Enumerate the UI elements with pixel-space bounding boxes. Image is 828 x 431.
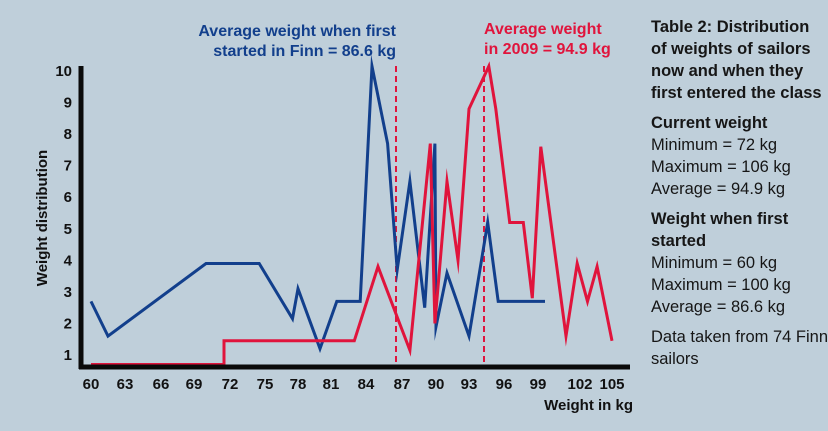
annotations: Average weight when first started in Finn… — [198, 21, 610, 60]
started-max: Maximum = 100 kg — [651, 276, 791, 294]
y-tick-label: 10 — [55, 63, 72, 80]
x-tick-label: 84 — [358, 376, 375, 393]
x-tick-label: 69 — [186, 376, 203, 393]
y-tick-label: 7 — [64, 158, 72, 175]
current-weight-heading: Current weight — [651, 114, 768, 132]
x-tick-label: 87 — [394, 376, 411, 393]
series-line-first-started — [89, 54, 545, 354]
current-min: Minimum = 72 kg — [651, 136, 778, 154]
started-avg: Average = 86.6 kg — [651, 298, 786, 316]
annotation-first-started: started in Finn = 86.6 kg — [213, 43, 396, 60]
started-weight-section: Weight when first started Minimum = 60 k… — [651, 208, 828, 318]
x-tick-label: 63 — [117, 376, 134, 393]
y-tick-label: 1 — [64, 347, 72, 364]
info-panel: Table 2: Distribution of weights of sail… — [651, 16, 828, 370]
current-max: Maximum = 106 kg — [651, 158, 791, 176]
x-tick-label: 66 — [153, 376, 170, 393]
y-tick-label: 6 — [64, 189, 72, 206]
y-tick-label: 8 — [64, 126, 72, 143]
x-tick-label: 72 — [222, 376, 239, 393]
series-line-current — [91, 61, 614, 366]
series-lines — [89, 54, 614, 366]
data-source-note: Data taken from 74 Finn sailors — [651, 328, 828, 368]
x-tick-label: 81 — [323, 376, 340, 393]
x-tick-label: 75 — [257, 376, 274, 393]
annotation-current: in 2009 = 94.9 kg — [484, 41, 611, 58]
current-weight-section: Current weight Minimum = 72 kg Maximum =… — [651, 112, 828, 200]
x-tick-label: 102 — [567, 376, 592, 393]
x-tick-label: 93 — [461, 376, 478, 393]
annotation-current: Average weight — [484, 21, 602, 38]
y-tick-label: 9 — [64, 95, 72, 112]
y-tick-label: 3 — [64, 284, 72, 301]
annotation-first-started: Average weight when first — [198, 23, 396, 40]
x-tick-labels: 60 63 66 69 72 75 78 81 84 87 90 93 96 99 102 105 — [83, 376, 625, 393]
y-axis-title: Weight distribution — [34, 150, 51, 286]
current-avg: Average = 94.9 kg — [651, 180, 786, 198]
x-axis-title: Weight in kg — [544, 397, 633, 414]
x-tick-label: 99 — [530, 376, 547, 393]
x-tick-label: 78 — [290, 376, 307, 393]
y-tick-labels: 1 2 3 4 5 6 7 8 9 10 — [55, 63, 72, 364]
y-tick-label: 5 — [64, 221, 72, 238]
x-tick-label: 105 — [599, 376, 624, 393]
y-tick-label: 4 — [64, 252, 73, 269]
y-tick-label: 2 — [64, 315, 72, 332]
started-weight-heading: Weight when first started — [651, 210, 789, 250]
x-tick-label: 60 — [83, 376, 100, 393]
table-title: Table 2: Distribution of weights of sail… — [651, 18, 822, 102]
started-min: Minimum = 60 kg — [651, 254, 778, 272]
x-tick-label: 90 — [428, 376, 445, 393]
x-tick-label: 96 — [496, 376, 513, 393]
